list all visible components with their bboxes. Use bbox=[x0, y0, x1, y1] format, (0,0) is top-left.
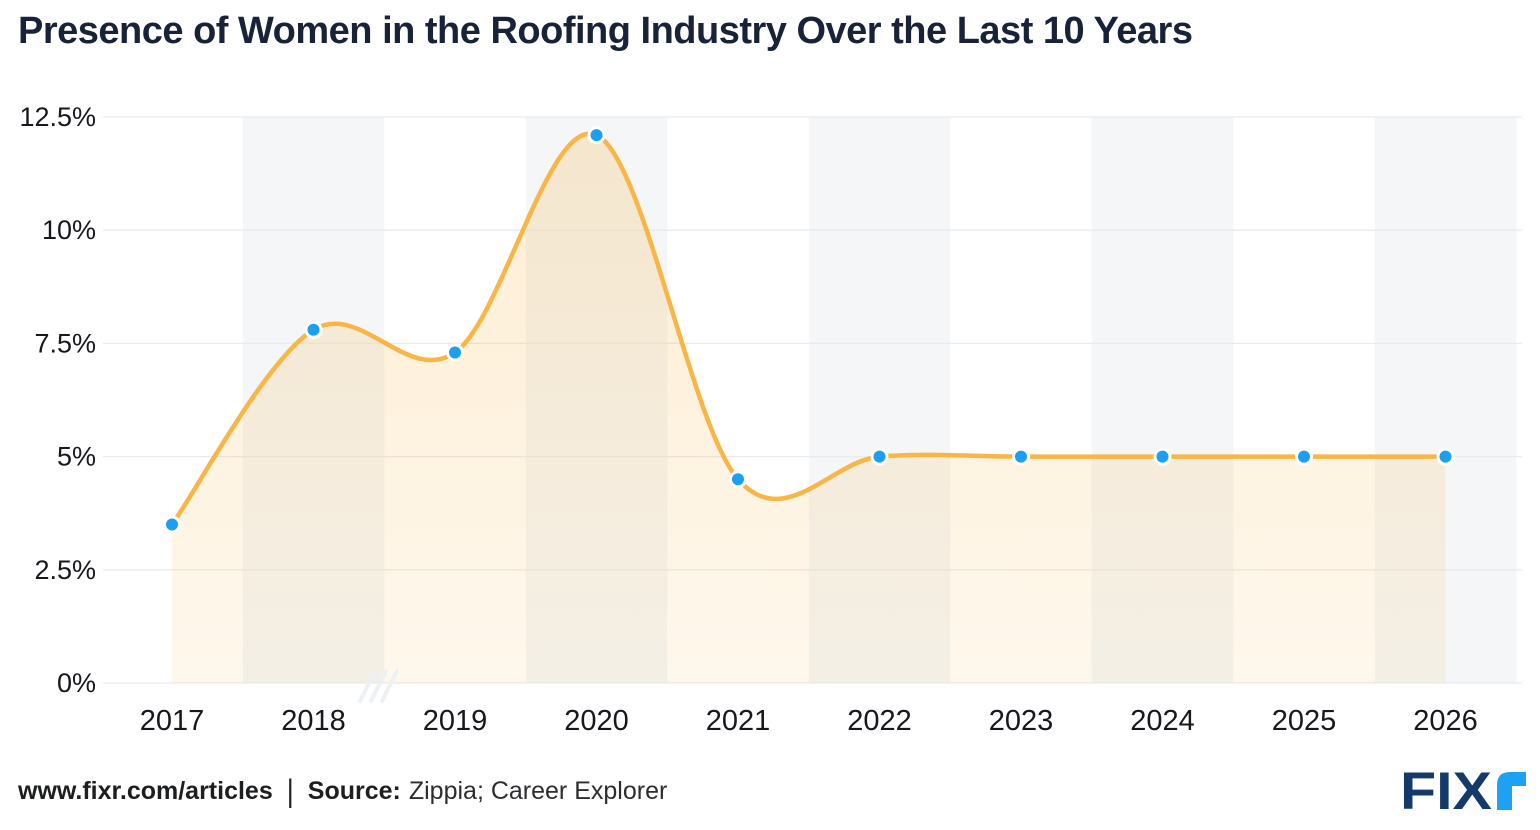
x-tick-label: 2023 bbox=[989, 705, 1054, 737]
data-point bbox=[304, 320, 323, 339]
y-tick-label: 2.5% bbox=[34, 555, 96, 585]
footer: www.fixr.com/articles | Source: Zippia; … bbox=[0, 758, 1540, 830]
watermark-icon bbox=[369, 669, 388, 703]
x-tick-label: 2020 bbox=[564, 705, 629, 737]
data-point bbox=[870, 447, 889, 466]
watermark-icon bbox=[380, 669, 399, 703]
y-tick-label: 0% bbox=[57, 668, 96, 698]
y-tick-label: 5% bbox=[57, 442, 96, 472]
source-value: Zippia; Career Explorer bbox=[408, 776, 668, 805]
area-fill bbox=[172, 133, 1446, 684]
data-point bbox=[1436, 447, 1455, 466]
footer-divider: | bbox=[286, 773, 294, 808]
data-point bbox=[1012, 447, 1030, 466]
trend-line bbox=[169, 131, 1448, 527]
data-point bbox=[1295, 447, 1313, 466]
x-tick-label: 2025 bbox=[1272, 705, 1337, 737]
y-tick-label: 12.5% bbox=[19, 102, 96, 132]
y-tick-label: 7.5% bbox=[34, 328, 96, 358]
chart-canvas: 0% 2.5% 5% 7.5% 10% 12.5% 2017 2018 2019 2020 2021… bbox=[19, 102, 1522, 737]
x-tick-label: 2024 bbox=[1130, 705, 1195, 737]
data-point bbox=[446, 343, 464, 362]
fixr-logo: FIX bbox=[1400, 771, 1526, 811]
x-tick-label: 2022 bbox=[847, 705, 912, 737]
x-tick-label: 2019 bbox=[423, 705, 488, 737]
site-url[interactable]: www.fixr.com/articles bbox=[18, 776, 273, 805]
data-point bbox=[729, 470, 747, 489]
x-tick-label: 2017 bbox=[140, 705, 205, 737]
x-tick-label: 2026 bbox=[1413, 705, 1478, 737]
x-tick-label: 2021 bbox=[706, 705, 771, 737]
fixr-logo-r-icon bbox=[1497, 772, 1526, 810]
data-point bbox=[163, 515, 181, 534]
chart-title: Presence of Women in the Roofing Industr… bbox=[18, 10, 1193, 52]
source-label: Source: bbox=[307, 776, 401, 805]
footer-attribution: www.fixr.com/articles | Source: Zippia; … bbox=[18, 773, 668, 808]
data-point bbox=[1153, 447, 1172, 466]
x-tick-label: 2018 bbox=[281, 705, 346, 737]
data-point bbox=[587, 126, 606, 145]
fixr-logo-text: FIX bbox=[1400, 771, 1492, 811]
watermark-icon bbox=[358, 669, 377, 703]
y-tick-label: 10% bbox=[42, 215, 96, 245]
